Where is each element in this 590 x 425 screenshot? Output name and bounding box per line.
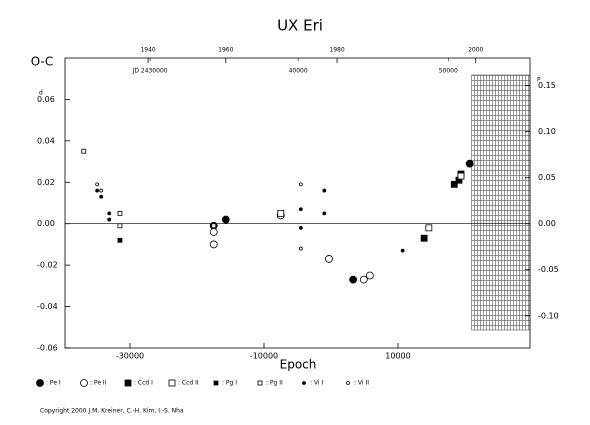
y2-unit: P xyxy=(537,77,541,84)
data-point xyxy=(117,237,123,243)
jd-tick-label: 40000 xyxy=(289,68,308,75)
y2-tick-label: 0.15 xyxy=(538,81,556,90)
data-point xyxy=(211,223,217,229)
data-point xyxy=(81,148,87,154)
y2-tick-label: -0.05 xyxy=(538,265,559,274)
y2-tick-label: 0.05 xyxy=(538,173,556,182)
legend-label: : Pg I xyxy=(222,380,237,387)
x-axis-label: Epoch xyxy=(280,358,317,372)
data-point xyxy=(107,211,112,216)
jd-tick-label: 50000 xyxy=(439,68,458,75)
data-point xyxy=(322,188,327,193)
data-point xyxy=(457,172,465,180)
data-point xyxy=(359,275,368,284)
data-point xyxy=(209,228,218,236)
data-point xyxy=(107,217,112,222)
legend-label: : Pg II xyxy=(266,380,283,387)
data-point xyxy=(99,188,104,193)
y-tick-label: 0.00 xyxy=(37,219,55,228)
data-point xyxy=(95,182,100,187)
data-point xyxy=(117,210,123,216)
data-point xyxy=(95,188,100,193)
data-point xyxy=(325,255,333,263)
data-point xyxy=(298,225,303,230)
x-tick-label: -10000 xyxy=(250,352,278,361)
plot-frame xyxy=(64,57,531,349)
year-tick-label: 2000 xyxy=(468,47,483,54)
year-tick-label: 1980 xyxy=(329,47,344,54)
y-tick-label: 0.02 xyxy=(37,178,55,187)
y-tick-label: -0.04 xyxy=(37,302,58,311)
y-unit: d xyxy=(39,90,43,97)
data-point xyxy=(221,215,230,224)
data-point xyxy=(277,209,285,217)
data-point xyxy=(298,246,303,251)
data-point xyxy=(349,275,358,284)
legend-label: : Ccd II xyxy=(178,380,199,387)
legend-marker xyxy=(168,379,176,387)
y-tick-label: -0.02 xyxy=(37,261,58,270)
legend-marker xyxy=(80,379,88,387)
year-tick-label: 1940 xyxy=(140,47,155,54)
data-point xyxy=(322,211,327,216)
data-point xyxy=(209,240,218,249)
legend-marker xyxy=(36,379,44,387)
jd-tick-label: JD 2430000 xyxy=(132,68,168,75)
future-region xyxy=(471,74,531,331)
data-point xyxy=(298,207,303,212)
data-point xyxy=(365,271,374,280)
data-point xyxy=(99,194,104,199)
data-point xyxy=(450,180,458,188)
data-point xyxy=(465,159,474,168)
legend-label: : Pe I xyxy=(46,380,61,387)
y-tick-label: 0.06 xyxy=(37,95,55,104)
data-point xyxy=(420,234,428,242)
y2-tick-label: 0.00 xyxy=(538,219,556,228)
year-tick-label: 1960 xyxy=(218,47,233,54)
data-point xyxy=(400,248,405,253)
legend-marker xyxy=(346,381,350,385)
footer: Copyright 2000 J.M. Kreiner, C.-H. Kim, … xyxy=(40,408,184,415)
legend-label: : Vi I xyxy=(310,380,323,387)
legend-label: : Vi II xyxy=(354,380,369,387)
chart-title: UX Eri xyxy=(277,17,323,35)
y2-tick-label: -0.10 xyxy=(538,311,559,320)
y-axis-label: O-C xyxy=(31,55,54,69)
legend-marker xyxy=(257,380,263,386)
y2-tick-label: 0.10 xyxy=(538,127,556,136)
legend-label: : Pe II xyxy=(90,380,107,387)
legend-label: : Ccd I xyxy=(134,380,153,387)
x-tick-label: 10000 xyxy=(385,352,410,361)
y-tick-label: -0.06 xyxy=(37,344,58,353)
legend-marker xyxy=(124,379,132,387)
x-tick-label: -30000 xyxy=(116,352,144,361)
legend-marker xyxy=(213,380,219,386)
data-point xyxy=(298,182,303,187)
y-tick-label: 0.04 xyxy=(37,136,55,145)
data-point xyxy=(117,223,123,229)
legend-marker xyxy=(302,381,306,385)
data-point xyxy=(425,224,433,232)
